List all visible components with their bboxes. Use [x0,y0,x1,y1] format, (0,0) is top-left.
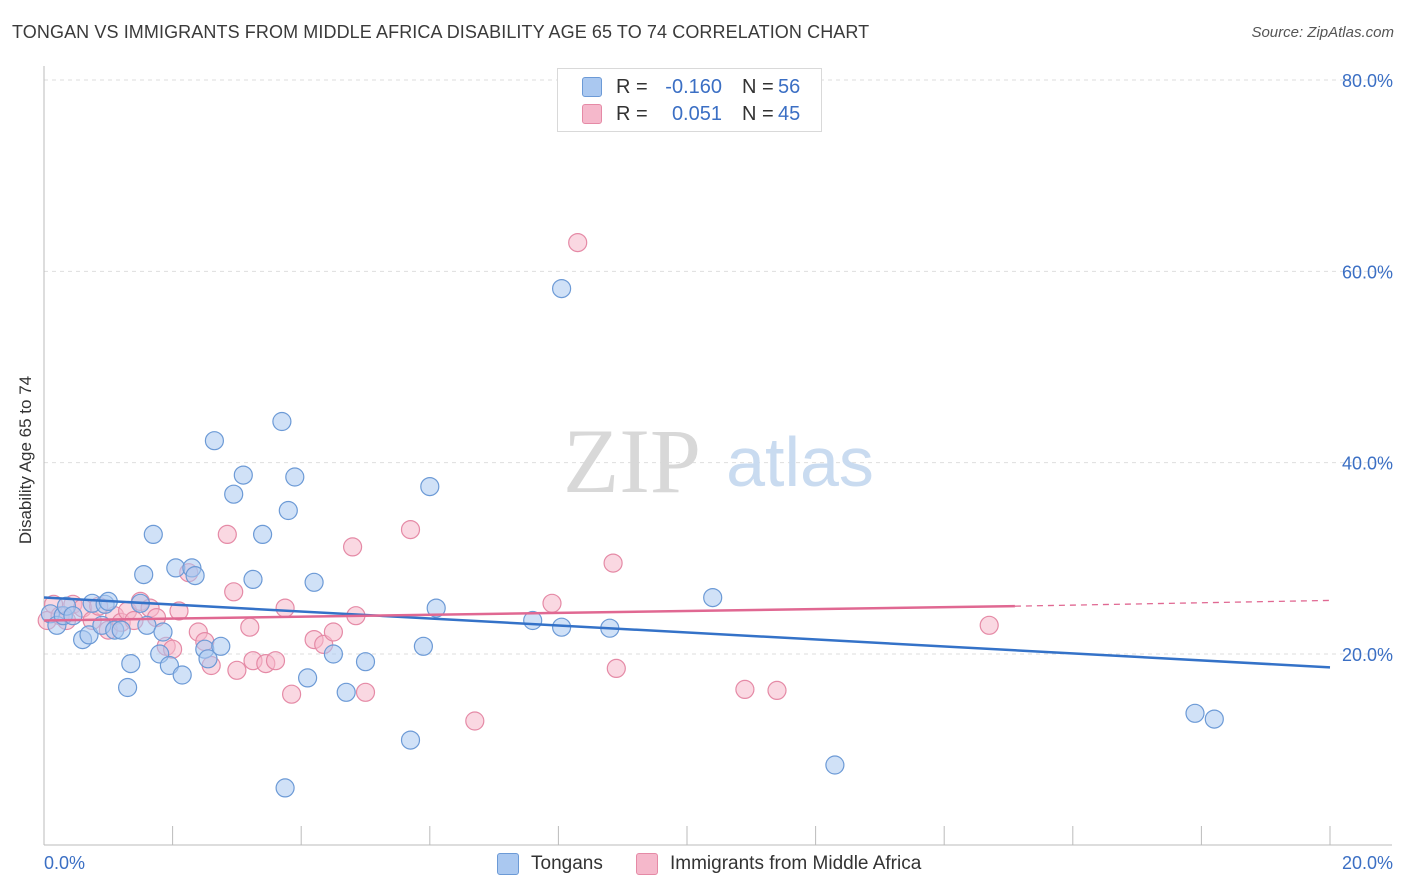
data-point-tongans [825,755,845,775]
series-blue-points [40,279,1224,798]
x-tick-label: 0.0% [44,853,85,873]
bottom-legend-label-tongans: Tongans [531,853,603,874]
data-point-tongans [420,477,440,497]
trend-lines [43,596,1331,669]
data-point-middle-africa [265,651,286,671]
y-tick-label: 40.0% [1342,454,1393,474]
data-point-middle-africa [217,524,237,545]
legend-swatch-pink [582,104,602,124]
data-point-tongans [1204,709,1224,729]
source-label: Source: ZipAtlas.com [1251,24,1394,41]
bottom-legend-label-middle-africa: Immigrants from Middle Africa [670,853,922,874]
y-tick-label: 20.0% [1342,645,1393,665]
data-point-tongans [153,622,173,642]
data-point-middle-africa [282,684,302,704]
data-point-middle-africa [400,519,421,540]
legend-row-middle-africa: R = 0.051 N = 45 [582,102,800,126]
data-point-tongans [143,524,163,545]
data-point-middle-africa [979,615,999,635]
bottom-legend-tongans: Tongans [497,851,603,877]
chart-title: TONGAN VS IMMIGRANTS FROM MIDDLE AFRICA … [12,22,870,42]
watermark-zip: ZIP [563,410,701,512]
data-point-middle-africa [568,233,588,253]
data-point-tongans [413,636,433,656]
data-point-tongans [243,569,263,590]
trend-line-middle-africa-extension [1014,599,1331,607]
x-tick-label: 20.0% [1342,853,1393,873]
data-point-middle-africa [465,711,485,731]
watermark: ZIP atlas [563,410,874,512]
data-point-middle-africa [542,593,562,613]
y-tick-label: 80.0% [1342,71,1393,91]
data-point-tongans [298,668,318,688]
data-point-tongans [285,467,305,487]
data-point-middle-africa [606,658,626,679]
data-point-middle-africa [227,660,247,680]
legend-n-label: N = [742,102,774,125]
data-point-tongans [224,484,244,504]
axes [43,66,1392,846]
data-point-middle-africa [343,537,363,557]
legend-swatch-blue [582,77,602,97]
data-point-middle-africa [767,680,787,701]
data-point-tongans [1185,703,1205,723]
legend-n-value: 45 [778,102,801,125]
data-point-middle-africa [355,682,376,702]
tick-labels: 20.0% 40.0% 60.0% 80.0% 0.0% 20.0% [44,71,1393,873]
data-point-tongans [272,411,292,432]
data-point-tongans [278,500,298,521]
legend-n-label: N = [742,75,774,98]
data-point-middle-africa [275,598,295,618]
data-point-tongans [355,652,376,672]
data-point-tongans [121,653,141,674]
legend-n-value: 56 [778,75,801,98]
y-tick-label: 60.0% [1342,262,1393,282]
bottom-legend-swatch-blue [497,853,519,875]
data-point-tongans [63,606,83,626]
data-point-middle-africa [323,622,343,642]
grid-lines [44,79,1392,655]
data-point-tongans [336,682,356,702]
data-point-tongans [134,564,154,585]
data-point-tongans [166,558,186,578]
data-point-middle-africa [735,679,755,700]
data-point-tongans [204,431,224,451]
data-point-tongans [198,649,218,669]
data-point-tongans [551,279,572,299]
watermark-atlas: atlas [726,423,874,501]
data-point-tongans [426,598,446,618]
data-point-tongans [172,665,192,685]
bottom-legend-middle-africa: Immigrants from Middle Africa [636,851,921,877]
legend-r-label: R = [616,75,648,98]
data-point-tongans [137,615,157,635]
data-point-tongans [111,620,131,640]
data-point-middle-africa [224,582,244,602]
data-point-tongans [400,730,421,750]
data-point-tongans [275,778,295,798]
data-point-middle-africa [240,617,260,637]
data-point-tongans [253,524,273,545]
legend-r-label: R = [616,102,648,125]
data-point-tongans [233,465,253,485]
bottom-legend-swatch-pink [636,853,658,875]
data-point-middle-africa [169,601,189,621]
data-point-tongans [185,565,205,586]
legend-row-tongans: R = -0.160 N = 56 [582,75,800,99]
data-point-middle-africa [603,553,623,573]
data-point-tongans [159,655,179,676]
legend-r-value: 0.051 [671,102,722,125]
y-axis-label: Disability Age 65 to 74 [16,375,35,545]
data-point-tongans [117,677,138,698]
data-point-tongans [703,587,723,608]
trend-line-tongans [43,596,1331,669]
legend-r-value: -0.160 [665,75,722,98]
correlation-legend: R = -0.160 N = 56 R = 0.051 N = 45 [557,68,822,132]
data-point-tongans [323,644,343,664]
data-point-tongans [304,572,324,592]
trend-line-middle-africa [43,604,1015,622]
data-point-tongans [79,625,99,645]
data-point-tongans [211,636,231,656]
